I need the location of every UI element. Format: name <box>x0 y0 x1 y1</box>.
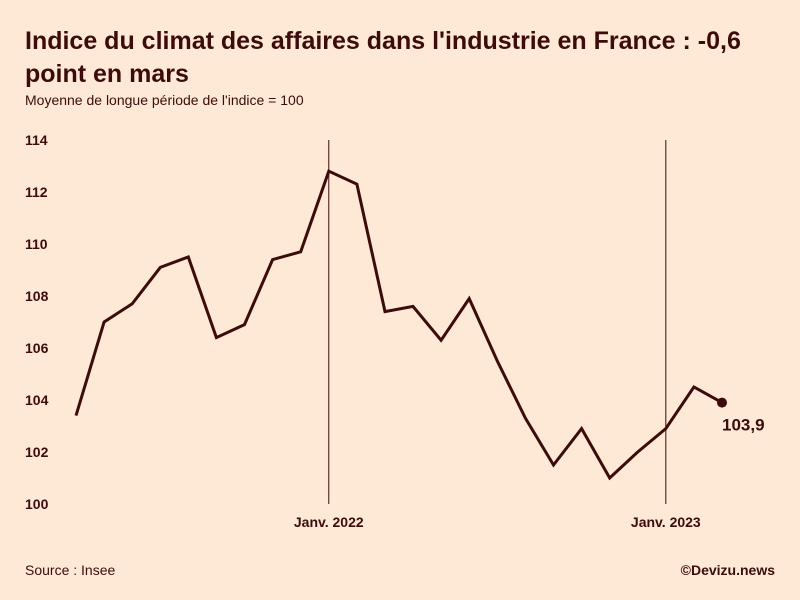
y-tick-label: 108 <box>25 288 49 304</box>
series: 103,9 <box>74 169 765 481</box>
source-note: Source : Insee <box>25 562 116 578</box>
x-tick-label: Janv. 2023 <box>631 514 701 530</box>
y-tick-label: 112 <box>25 184 48 200</box>
y-tick-label: 100 <box>25 496 49 512</box>
x-markers: Janv. 2022 Janv. 2023 <box>294 140 701 530</box>
y-tick-label: 110 <box>25 236 48 252</box>
y-tick-label: 106 <box>25 340 49 356</box>
chart-title: Indice du climat des affaires dans l'ind… <box>25 27 741 88</box>
chart-subtitle: Moyenne de longue période de l'indice = … <box>25 92 304 108</box>
y-axis: 100 102 104 106 108 110 112 114 <box>25 132 49 512</box>
x-tick-label: Janv. 2022 <box>294 514 364 530</box>
y-tick-label: 114 <box>25 132 48 148</box>
last-value-label: 103,9 <box>722 416 765 435</box>
series-line <box>74 169 723 481</box>
y-tick-label: 102 <box>25 444 49 460</box>
credit: ©Devizu.news <box>680 562 775 578</box>
y-tick-label: 104 <box>25 392 49 408</box>
last-point-marker <box>717 397 727 408</box>
